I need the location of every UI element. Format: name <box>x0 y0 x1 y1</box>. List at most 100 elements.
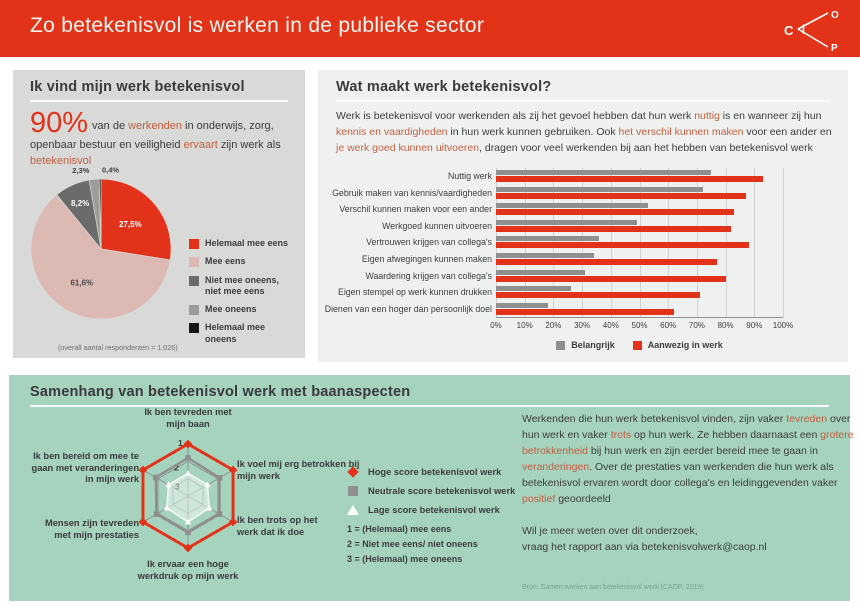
bar-category-label: Nuttig werk <box>448 171 492 182</box>
radar-axis-label-veranderingen: Ik ben bereid om mee te gaan met verande… <box>31 451 139 485</box>
legend-label: Mee oneens <box>205 304 257 314</box>
text-segment: bij hun werk en zijn eerder bereid mee t… <box>587 444 818 457</box>
bar-row: Werkgoed kunnen uitvoeren <box>320 218 783 235</box>
highlighted-text: veranderingen <box>522 460 590 473</box>
bar-belangrijk <box>496 170 712 176</box>
bar-aanwezig-in-werk <box>496 275 726 282</box>
pie-slice-label: 8,2% <box>71 199 89 208</box>
legend-swatch <box>189 257 199 268</box>
legend-swatch <box>189 305 199 315</box>
gridline <box>783 168 784 317</box>
bar-row: Eigen stempel op werk kunnen drukken <box>320 284 783 301</box>
bar-track <box>496 302 783 315</box>
pie-slice <box>100 178 172 261</box>
scale-note-1: 1 = (Helemaal) mee eens <box>347 524 452 534</box>
bar-belangrijk <box>496 186 703 192</box>
lead-text: 90% van de werkenden in onderwijs, zorg, … <box>30 109 298 170</box>
legend-swatch <box>189 275 199 286</box>
bar-belangrijk <box>496 219 637 225</box>
bar-track <box>496 186 783 199</box>
logo-letter-o: O <box>831 10 839 21</box>
bar-row: Eigen afwegingen kunnen maken <box>320 251 783 268</box>
bar-category-label: Dienen van een hoger dan persoonlijk doe… <box>324 303 492 314</box>
radar-series-triangle <box>166 472 210 523</box>
text-segment: voor een ander en <box>743 125 832 138</box>
tick-label: 10% <box>516 321 533 330</box>
bar-track <box>496 203 783 216</box>
highlighted-text: het verschil kunnen maken <box>618 125 744 138</box>
bar-belangrijk <box>496 253 594 258</box>
radar-axis-label-tevreden-baan: Ik ben tevreden met mijn baan <box>144 407 232 429</box>
radar-legend: Hoge score betekenisvol werk Neutrale sc… <box>347 465 515 516</box>
bar-aanwezig-in-werk <box>496 209 735 216</box>
title-underline <box>30 100 288 102</box>
radar-panel: Samenhang van betekenisvol werk met baan… <box>9 375 854 601</box>
pie-legend: Helemaal mee eens Mee eens Niet mee oneens… <box>189 238 293 345</box>
tick-label: 60% <box>660 321 677 330</box>
bar-category-label: Werkgoed kunnen uitvoeren <box>382 220 492 231</box>
legend-swatch <box>556 340 566 350</box>
bar-track <box>496 253 783 265</box>
square-marker-icon <box>152 474 159 481</box>
square-marker-icon <box>216 511 223 517</box>
radar-panel-title: Samenhang van betekenisvol werk met baan… <box>30 384 411 400</box>
contact-line-2: vraag het rapport aan via betekenisvolwe… <box>522 540 767 553</box>
square-marker-icon <box>348 485 358 496</box>
diamond-marker-icon <box>138 465 148 475</box>
tick-label: 20% <box>545 321 562 330</box>
pie-legend-item: Helemaal mee oneens <box>189 322 293 345</box>
bar-belangrijk <box>496 269 585 275</box>
legend-item-lage-score: Lage score betekenisvol werk <box>347 503 515 516</box>
radar-chart: 1 2 3 <box>138 438 238 553</box>
legend-item-hoge-score: Hoge score betekenisvol werk <box>347 465 515 478</box>
square-marker-icon <box>153 511 160 517</box>
legend-item-neutrale-score: Neutrale score betekenisvol werk <box>347 484 515 497</box>
bar-belangrijk <box>496 203 649 209</box>
legend-label: Hoge score betekenisvol werk <box>368 466 502 477</box>
radar-spoke <box>187 469 234 497</box>
radar-ring-label: 1 <box>178 438 183 448</box>
pie-slice-label: 0,4% <box>102 166 119 175</box>
legend-swatch <box>189 323 199 334</box>
text-segment: op hun werk. Ze hebben daarnaast een <box>631 428 821 441</box>
bar-chart: Nuttig werk Gebruik maken van kennis/vaar… <box>320 168 825 358</box>
bar-legend: Belangrijk Aanwezig in werk <box>496 340 783 350</box>
highlighted-text: tevreden <box>786 413 828 425</box>
highlighted-text: betekenisvol <box>30 154 92 167</box>
legend-label: Belangrijk <box>571 340 615 350</box>
bar-track <box>496 219 783 232</box>
text-segment: zijn werk als <box>217 139 281 151</box>
radar-ring-label: 3 <box>175 482 180 492</box>
x-axis-ticks: 0% 10% 20% 30% 40% 50% 60% 70% 80% 90% 100% <box>490 321 793 333</box>
bar-row: Verschil kunnen maken voor een ander <box>320 201 783 218</box>
triangle-marker-icon <box>205 504 213 511</box>
text-segment: van de <box>92 120 129 132</box>
highlighted-text: werkenden <box>128 120 182 132</box>
bar-belangrijk <box>496 236 600 242</box>
page-title: Zo betekenisvol is werken in de publieke… <box>30 14 485 37</box>
bar-aanwezig-in-werk <box>496 192 746 199</box>
title-underline <box>336 100 831 102</box>
tick-label: 90% <box>746 321 763 330</box>
triangle-marker-icon <box>204 481 211 488</box>
bar-row: Gebruik maken van kennis/vaardigheden <box>320 185 783 202</box>
logo-letter-c: C <box>784 23 794 38</box>
pie-legend-item: Mee oneens <box>189 304 293 315</box>
source-note: Bron: Samen werken aan betekenisvol werk… <box>522 584 704 591</box>
pie-panel: Ik vind mijn werk betekenisvol 90% van de… <box>13 70 305 358</box>
bar-aanwezig-in-werk <box>496 259 717 265</box>
highlighted-text: grotere betrokkenheid <box>522 428 854 457</box>
bar-category-label: Waardering krijgen van collega's <box>365 270 492 281</box>
legend-label: Helemaal mee oneens <box>205 322 266 344</box>
tick-label: 80% <box>717 321 734 330</box>
pie-slice-label: 61,6% <box>70 278 93 287</box>
square-marker-icon <box>185 529 191 536</box>
bar-aanwezig-in-werk <box>496 176 763 183</box>
text-segment: geoordeeld <box>555 492 611 505</box>
header-bar: Zo betekenisvol is werken in de publieke… <box>0 0 860 57</box>
pie-legend-item: Niet mee oneens, niet mee eens <box>189 275 293 298</box>
stat-90-percent: 90% <box>30 107 89 139</box>
text-segment: in hun werk kunnen gebruiken. Ook <box>447 125 619 138</box>
pie-slice-label: 27,5% <box>119 220 142 229</box>
